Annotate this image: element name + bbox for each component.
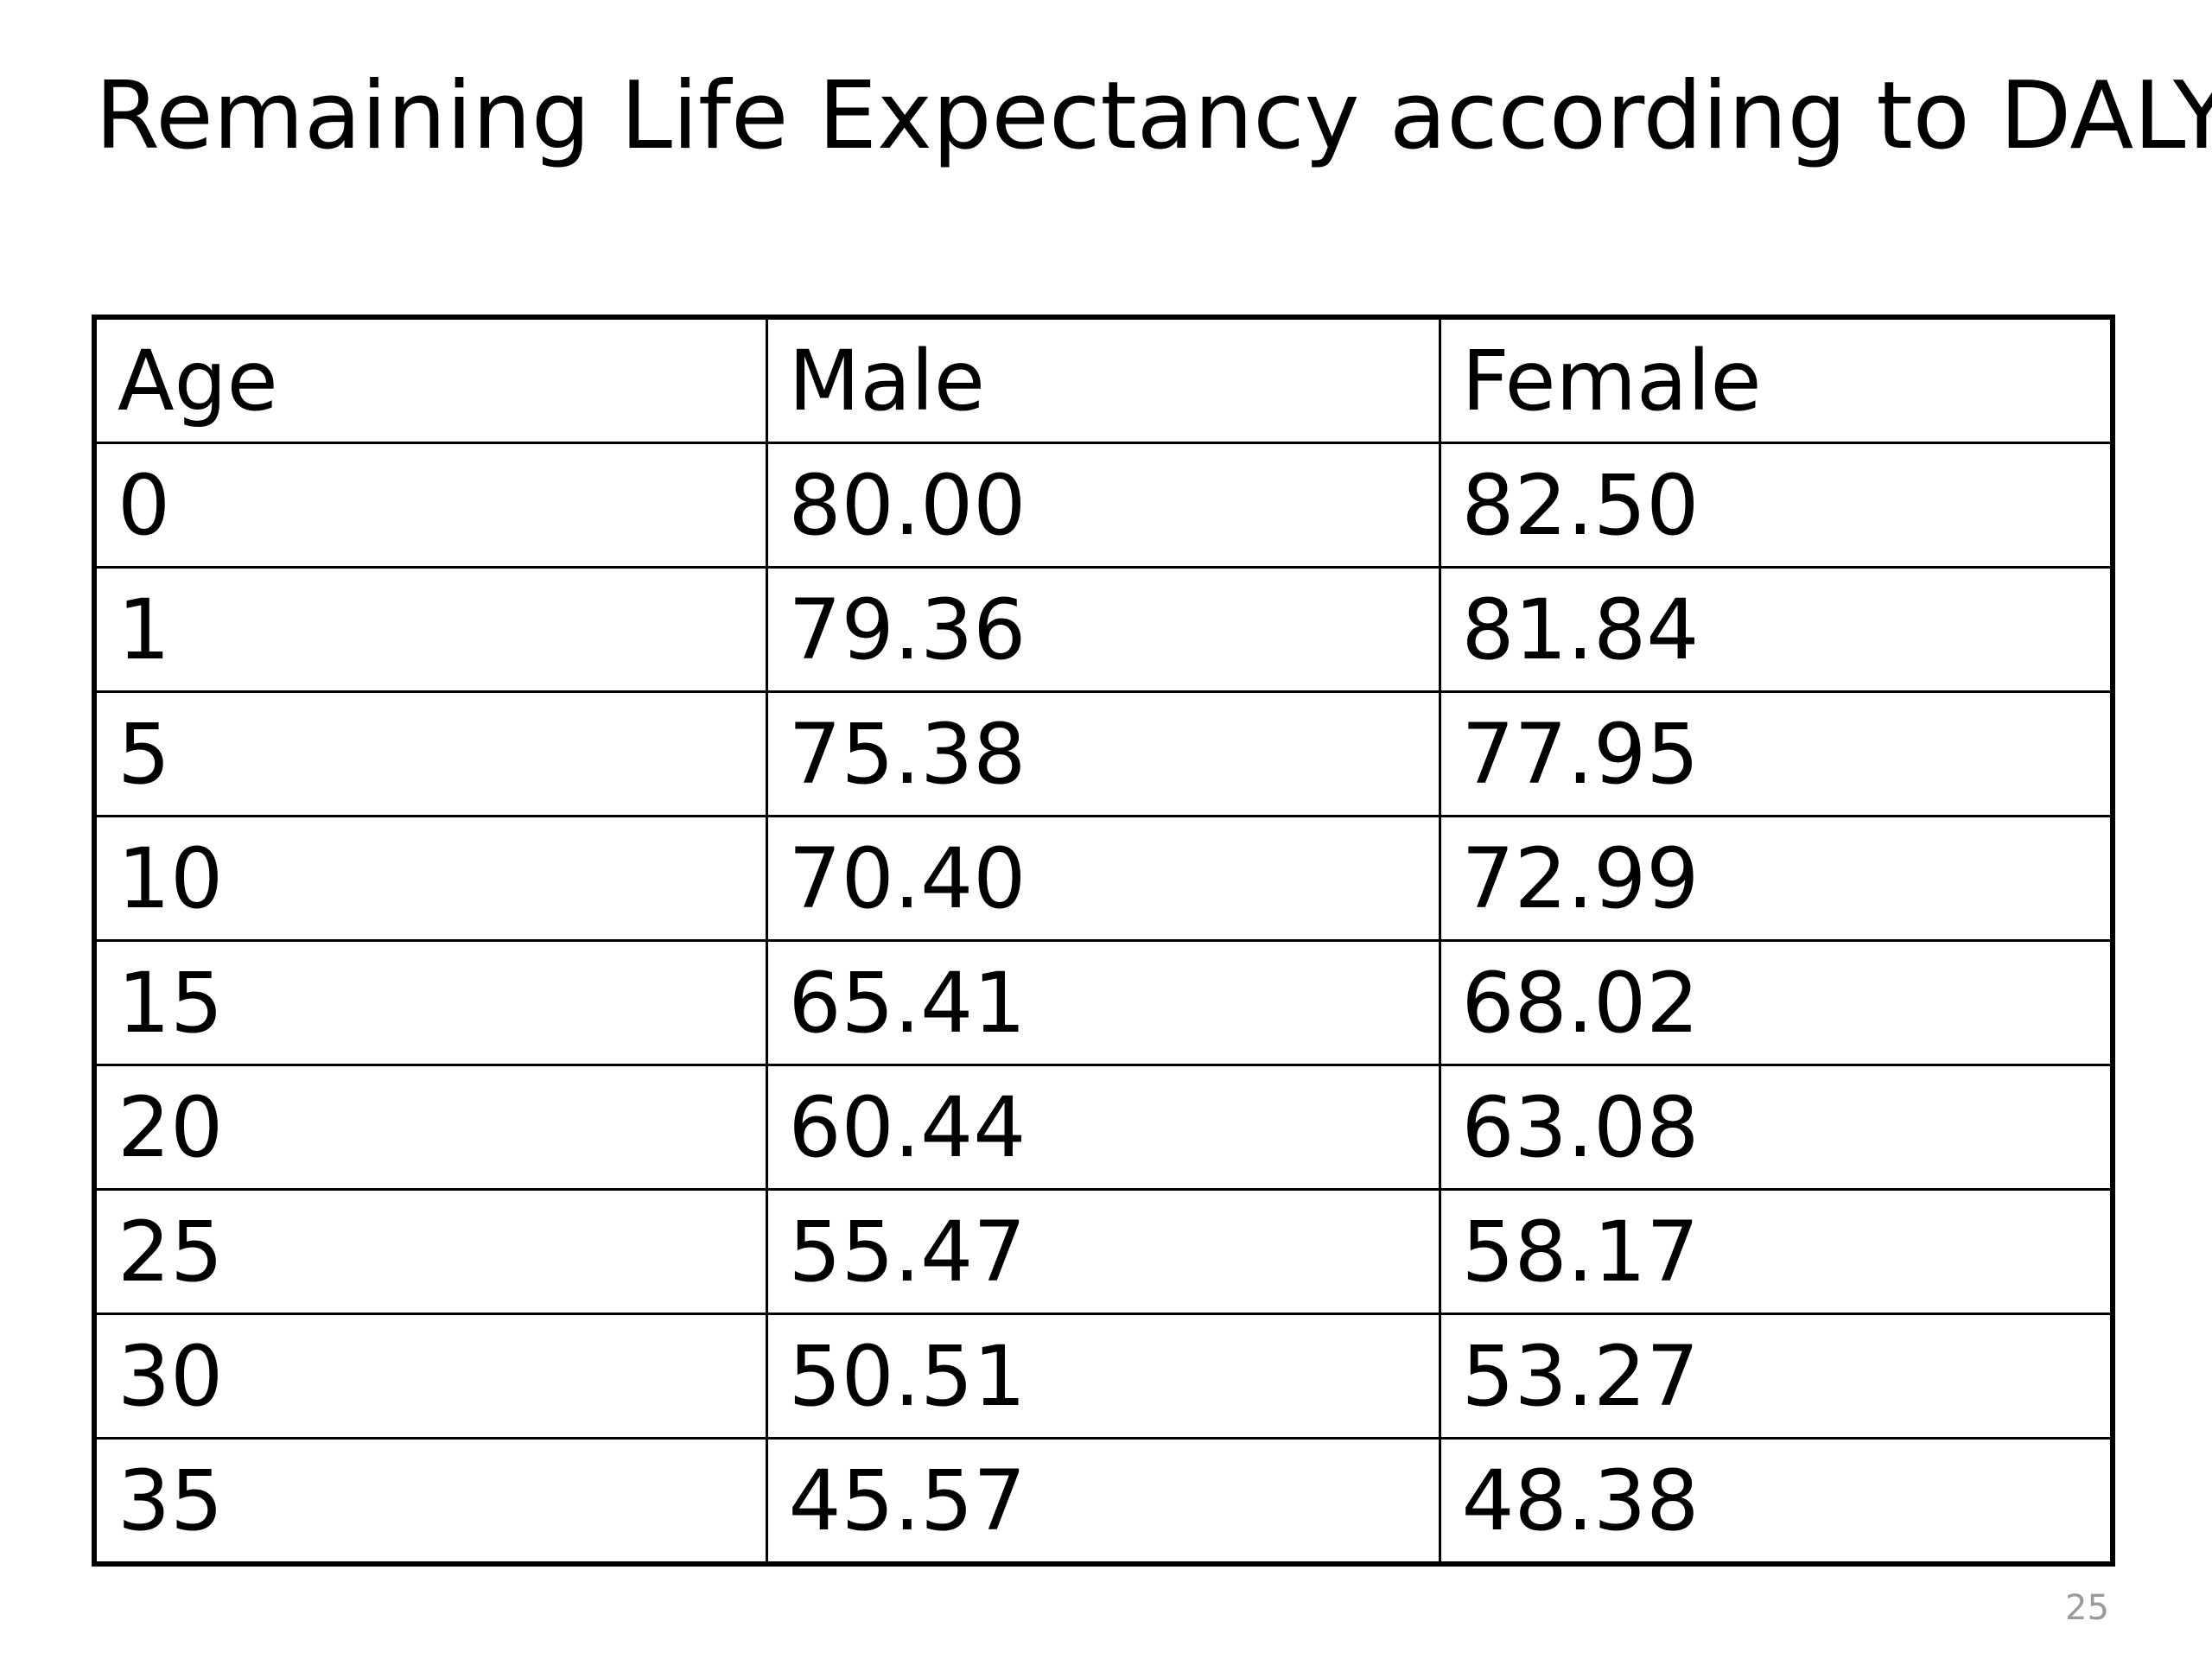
slide-number: 25 xyxy=(2065,1588,2109,1628)
female-cell: 48.38 xyxy=(1438,1437,2114,1566)
table-row: 1 79.36 81.84 xyxy=(92,566,2114,693)
female-cell: 82.50 xyxy=(1438,442,2114,569)
female-cell: 63.08 xyxy=(1438,1064,2114,1191)
age-cell: 30 xyxy=(92,1313,768,1440)
age-cell: 35 xyxy=(92,1437,768,1566)
age-cell: 5 xyxy=(92,690,768,817)
female-cell: 58.17 xyxy=(1438,1188,2114,1315)
male-cell: 75.38 xyxy=(765,690,1441,817)
table-row: 0 80.00 82.50 xyxy=(92,442,2114,569)
table-row: 15 65.41 68.02 xyxy=(92,939,2114,1066)
female-cell: 81.84 xyxy=(1438,566,2114,693)
table-row: 20 60.44 63.08 xyxy=(92,1064,2114,1191)
table-row: 10 70.40 72.99 xyxy=(92,815,2114,942)
female-cell: 68.02 xyxy=(1438,939,2114,1066)
table-header-row: Age Male Female xyxy=(92,315,2114,444)
table-row: 35 45.57 48.38 xyxy=(92,1437,2114,1566)
age-cell: 15 xyxy=(92,939,768,1066)
table-body: 0 80.00 82.50 1 79.36 81.84 5 75.38 77.9… xyxy=(92,442,2114,1566)
table-row: 30 50.51 53.27 xyxy=(92,1313,2114,1440)
female-cell: 53.27 xyxy=(1438,1313,2114,1440)
column-header-female: Female xyxy=(1438,315,2114,444)
life-expectancy-table: Age Male Female 0 80.00 82.50 1 79.36 81… xyxy=(92,315,2115,1567)
age-cell: 10 xyxy=(92,815,768,942)
male-cell: 79.36 xyxy=(765,566,1441,693)
age-cell: 0 xyxy=(92,442,768,569)
male-cell: 80.00 xyxy=(765,442,1441,569)
age-cell: 1 xyxy=(92,566,768,693)
male-cell: 50.51 xyxy=(765,1313,1441,1440)
male-cell: 55.47 xyxy=(765,1188,1441,1315)
age-cell: 20 xyxy=(92,1064,768,1191)
male-cell: 45.57 xyxy=(765,1437,1441,1566)
table-row: 25 55.47 58.17 xyxy=(92,1188,2114,1315)
column-header-male: Male xyxy=(765,315,1441,444)
table-row: 5 75.38 77.95 xyxy=(92,690,2114,817)
male-cell: 65.41 xyxy=(765,939,1441,1066)
female-cell: 77.95 xyxy=(1438,690,2114,817)
age-cell: 25 xyxy=(92,1188,768,1315)
table-header: Age Male Female xyxy=(92,315,2114,444)
slide-title: Remaining Life Expectancy according to D… xyxy=(95,62,2212,170)
female-cell: 72.99 xyxy=(1438,815,2114,942)
male-cell: 70.40 xyxy=(765,815,1441,942)
male-cell: 60.44 xyxy=(765,1064,1441,1191)
column-header-age: Age xyxy=(92,315,768,444)
